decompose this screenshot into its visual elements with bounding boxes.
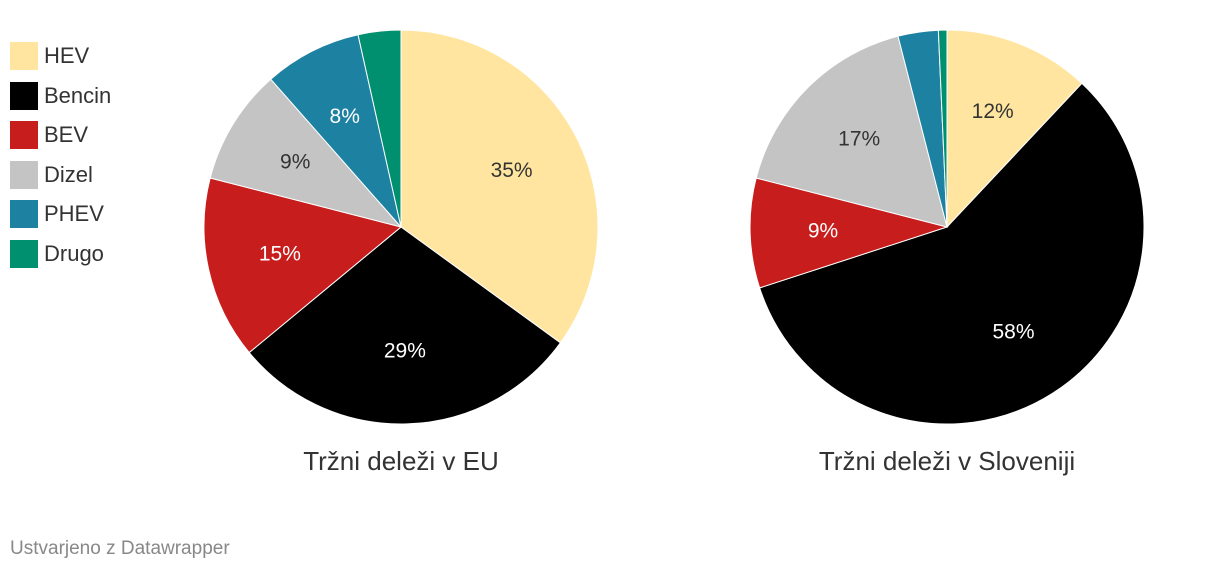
- legend-label: BEV: [44, 122, 89, 148]
- pie-slice-eu-dizel: [209, 78, 403, 228]
- legend-swatch: [10, 239, 38, 268]
- pie-slice-slovenia-hev: [946, 29, 1083, 229]
- legend-item-phev: PHEV: [10, 200, 111, 229]
- slice-label-slovenia-bencin: 58%: [992, 320, 1034, 343]
- legend-label: PHEV: [44, 201, 104, 227]
- pie-slice-eu-drugo: [357, 29, 402, 228]
- pie-slice-slovenia-drugo: [937, 29, 948, 228]
- slice-label-eu-dizel: 9%: [280, 151, 310, 174]
- pie-slice-slovenia-bev: [749, 177, 949, 289]
- pie-slice-eu-bev: [203, 177, 403, 354]
- legend-swatch: [10, 121, 38, 150]
- credit-text: Ustvarjeno z Datawrapper: [10, 538, 230, 559]
- slice-label-eu-hev: 35%: [491, 159, 533, 182]
- slice-label-slovenia-dizel: 17%: [838, 128, 880, 151]
- pie-slice-slovenia-bencin: [759, 82, 1145, 425]
- slice-label-slovenia-hev: 12%: [972, 100, 1014, 123]
- legend-item-bencin: Bencin: [10, 81, 112, 110]
- legend-label: Bencin: [44, 82, 112, 108]
- pie-slice-eu-bencin: [248, 226, 562, 425]
- slice-label-eu-bev: 15%: [259, 243, 301, 266]
- legend-label: Dizel: [44, 161, 93, 187]
- legend-swatch: [10, 42, 38, 70]
- chart-title-slovenia: Tržni deleži v Sloveniji: [819, 446, 1075, 476]
- pie-chart-slovenia: 12% 58% 9% 17%: [749, 29, 1145, 425]
- pie-slice-eu-hev: [400, 29, 599, 344]
- legend-label: HEV: [44, 43, 90, 68]
- legend-item-bev: BEV: [10, 121, 111, 150]
- legend-item-dizel: Dizel: [10, 160, 111, 189]
- legend-item-drugo: Drugo: [10, 239, 111, 268]
- slice-label-eu-phev: 8%: [330, 105, 360, 128]
- legend-swatch: [10, 160, 38, 189]
- pie-chart-eu: 35% 29% 15% 9% 8%: [203, 29, 599, 425]
- chart-title-eu: Tržni deleži v EU: [303, 446, 499, 476]
- legend-swatch: [10, 200, 38, 229]
- pie-slice-slovenia-dizel: [755, 35, 948, 228]
- legend-swatch: [10, 81, 38, 110]
- legend: HEV Bencin BEV Dizel PHEV Drugo: [10, 42, 111, 280]
- slice-label-slovenia-bev: 9%: [808, 219, 838, 242]
- slice-label-eu-bencin: 29%: [384, 340, 426, 363]
- legend-label: Drugo: [44, 240, 104, 266]
- legend-item-hev: HEV: [10, 42, 111, 70]
